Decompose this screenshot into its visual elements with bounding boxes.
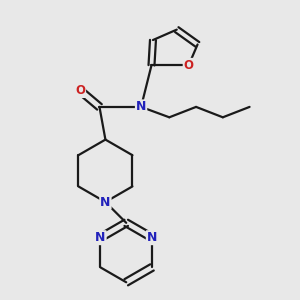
Text: N: N [136, 100, 146, 113]
Text: N: N [95, 231, 106, 244]
Text: N: N [100, 196, 111, 208]
Text: O: O [184, 59, 194, 72]
Text: N: N [147, 231, 157, 244]
Text: O: O [75, 84, 85, 97]
